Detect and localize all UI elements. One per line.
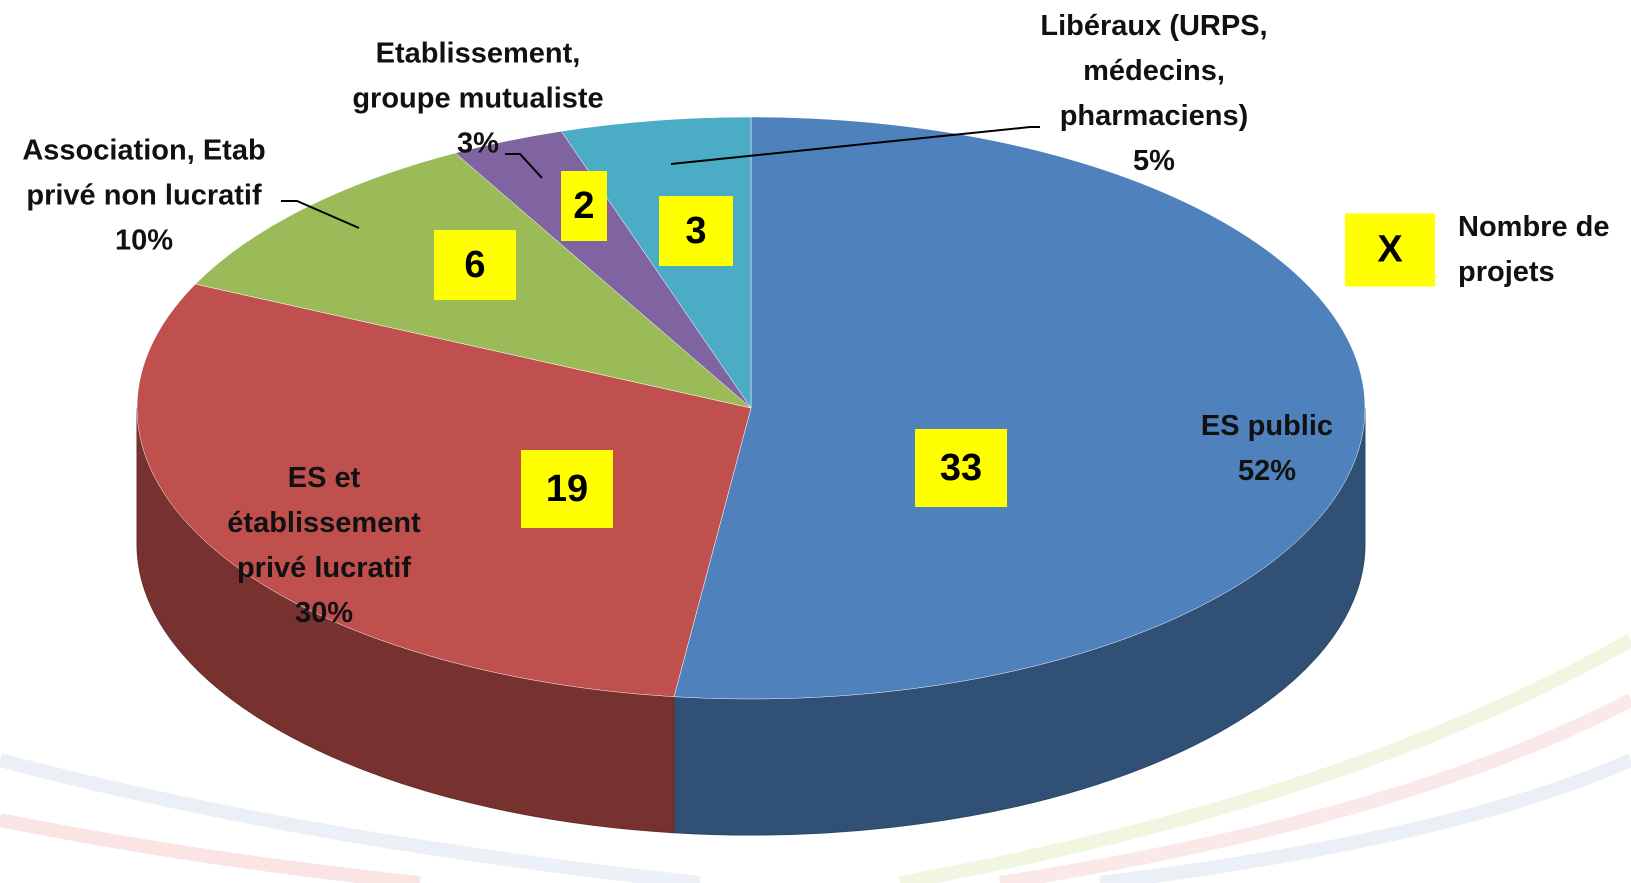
count-label: 33 (915, 429, 1007, 507)
category-label: Association, Etab privé non lucratif (22, 134, 266, 212)
data-label: Libéraux (URPS, médecins, pharmaciens) 5% (1029, 4, 1279, 184)
percent-label: 52% (1237, 455, 1297, 487)
category-label: ES et établissement privé lucratif (227, 462, 421, 584)
category-label: Etablissement, groupe mutualiste (352, 37, 604, 115)
data-label: Etablissement, groupe mutualiste 3% (333, 32, 623, 167)
legend-marker: X (1345, 213, 1435, 287)
slice (136, 283, 752, 697)
background-swoosh (0, 633, 1631, 883)
category-label: Libéraux (URPS, médecins, pharmaciens) (1040, 10, 1268, 132)
percent-label: 3% (457, 127, 499, 160)
category-label: ES public (1200, 410, 1334, 442)
data-label: Association, Etab privé non lucratif 10% (0, 129, 289, 264)
count-label: 19 (521, 450, 613, 528)
legend-label: Nombre de projets (1458, 211, 1610, 288)
count-label: 3 (659, 196, 733, 266)
data-label: ES public 52% (1167, 404, 1367, 494)
count-label: 2 (561, 171, 607, 241)
data-label: ES et établissement privé lucratif 30% (199, 456, 449, 636)
percent-label: 30% (294, 597, 354, 629)
slice (560, 116, 752, 409)
percent-label: 10% (114, 224, 174, 257)
count-label: 6 (434, 230, 516, 300)
slice (673, 116, 1366, 700)
percent-label: 5% (1133, 145, 1175, 177)
leader-lines (281, 126, 1040, 229)
